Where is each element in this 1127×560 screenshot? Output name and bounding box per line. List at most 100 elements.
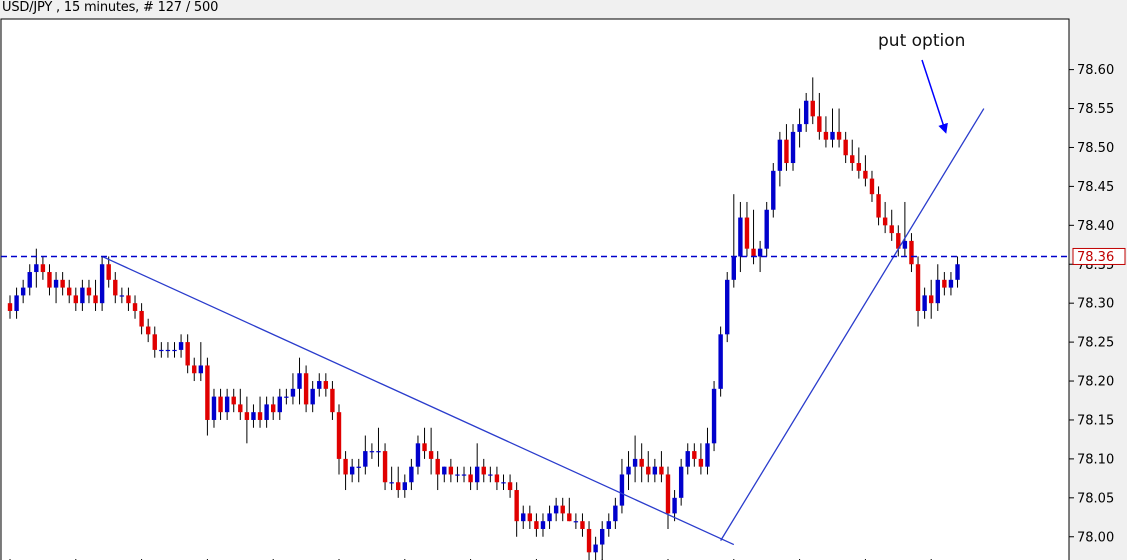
candle-body <box>527 513 533 522</box>
candle-body <box>909 240 914 265</box>
candle <box>896 225 901 257</box>
y-tick-label: 78.15 <box>1077 413 1114 428</box>
candle-body <box>389 482 394 484</box>
candle-body <box>396 482 401 491</box>
candle <box>764 201 769 257</box>
candle-body <box>882 217 888 226</box>
candle-body <box>409 466 414 483</box>
candle-body <box>73 295 78 304</box>
candle <box>310 381 315 413</box>
candle <box>652 458 658 483</box>
candle <box>869 170 875 202</box>
candle <box>251 404 256 428</box>
candle <box>632 435 638 483</box>
candle <box>132 295 138 319</box>
plot-area <box>0 18 1070 560</box>
candle-body <box>494 474 500 483</box>
candle-body <box>290 388 296 397</box>
candle <box>277 388 282 420</box>
candle-body <box>428 451 434 459</box>
candle-body <box>343 458 348 475</box>
candle-body <box>573 521 579 523</box>
candle <box>474 443 480 491</box>
y-tick-label: 78.20 <box>1077 375 1114 390</box>
candle <box>218 388 223 420</box>
candle-body <box>580 521 585 529</box>
candle-body <box>626 466 631 475</box>
candle-body <box>481 466 486 475</box>
candle-body <box>297 373 302 389</box>
candle-body <box>955 264 960 280</box>
candle-body <box>448 466 454 475</box>
candle <box>501 474 506 491</box>
candle <box>303 365 309 413</box>
candle-body <box>34 264 39 273</box>
candle-body <box>159 349 164 352</box>
candle-body <box>238 404 243 413</box>
candle <box>14 287 19 319</box>
candle <box>692 443 697 467</box>
candle <box>271 396 276 420</box>
candle <box>600 521 605 560</box>
candle <box>922 287 927 319</box>
candle-body <box>442 466 447 475</box>
y-tick-label: 78.00 <box>1077 530 1114 545</box>
candle-body <box>553 505 559 514</box>
candle <box>534 513 539 537</box>
candle <box>264 396 269 428</box>
candle-body <box>534 521 539 529</box>
candle <box>159 342 164 358</box>
candle-body <box>224 396 230 413</box>
candle-body <box>764 209 769 249</box>
candle-body <box>113 279 118 296</box>
candle <box>856 147 862 179</box>
current-price-label: 78.36 <box>1077 250 1114 265</box>
candle-body <box>521 513 526 522</box>
candle <box>672 490 677 522</box>
candle-body <box>468 474 473 483</box>
candle-body <box>47 272 52 288</box>
candle <box>363 435 368 475</box>
candle <box>376 427 381 467</box>
candle <box>415 435 421 475</box>
candle <box>929 279 934 319</box>
candle-body <box>20 287 26 296</box>
candle-body <box>725 279 730 335</box>
candle <box>738 201 743 273</box>
candle <box>757 240 763 273</box>
candle <box>34 248 39 288</box>
candle <box>659 451 664 483</box>
candle-body <box>514 490 519 522</box>
candle <box>698 443 704 475</box>
candle <box>619 458 625 514</box>
candle-body <box>488 474 493 476</box>
candle <box>343 451 348 491</box>
candle <box>205 357 210 436</box>
candle-body <box>231 396 236 405</box>
candle-body <box>211 396 217 420</box>
candle-body <box>902 240 908 249</box>
chart-title: USD/JPY , 15 minutes, # 127 / 500 <box>2 0 219 15</box>
candle-body <box>435 458 440 475</box>
candle <box>540 513 546 537</box>
candle-body <box>80 287 85 304</box>
candle <box>80 279 85 311</box>
candle-body <box>665 474 671 514</box>
trendline <box>720 108 985 541</box>
candle-body <box>646 466 651 475</box>
candle-body <box>803 100 809 125</box>
candle-body <box>415 443 421 467</box>
candle-body <box>205 365 210 420</box>
candle-body <box>507 482 513 491</box>
candle-body <box>7 303 13 311</box>
candle <box>409 458 414 491</box>
put-option-arrow <box>921 59 948 134</box>
candle <box>396 466 401 498</box>
candle <box>494 466 500 491</box>
candle <box>942 272 947 296</box>
candle <box>73 287 78 311</box>
candle-body <box>152 334 157 350</box>
candle-body <box>264 404 269 420</box>
candle <box>823 116 829 148</box>
candle-body <box>547 513 552 522</box>
